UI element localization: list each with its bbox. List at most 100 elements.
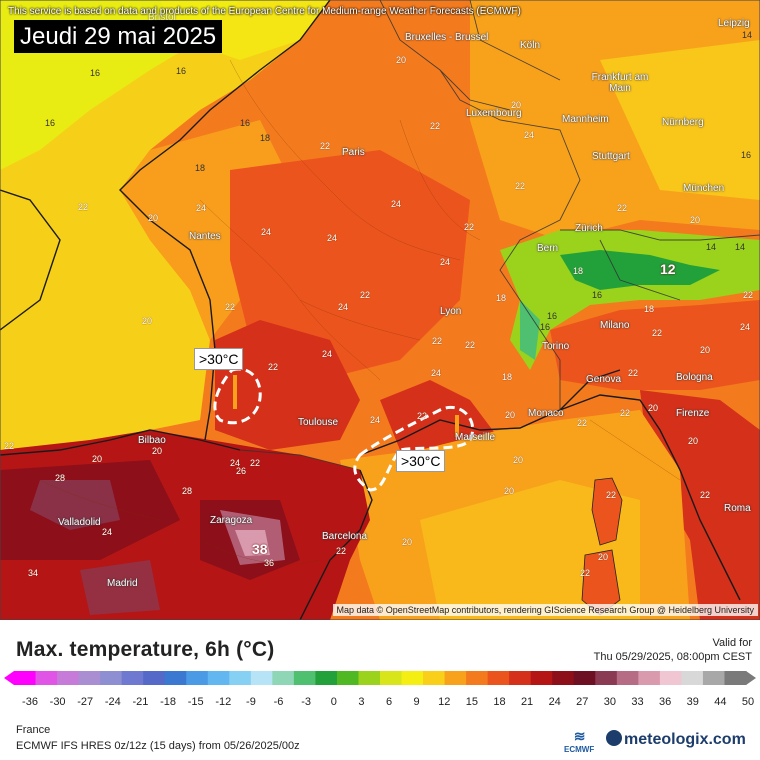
legend-title: Max. temperature, 6h (°C)	[16, 638, 275, 661]
city-label: Bruxelles - Brussel	[405, 32, 489, 43]
temp-value: 14	[735, 242, 746, 252]
colorbar-swatch	[121, 671, 144, 685]
temp-value: 24	[391, 199, 402, 209]
colorbar-tick-label: 36	[659, 696, 672, 708]
colorbar-tick-label: 9	[413, 696, 420, 708]
colorbar-tick-label: -27	[77, 696, 94, 708]
temp-value: 20	[688, 436, 699, 446]
colorbar-tick-label: -12	[215, 696, 232, 708]
map-attribution: Map data © OpenStreetMap contributors, r…	[332, 604, 758, 616]
temp-value: 24	[440, 257, 451, 267]
forecast-date: Jeudi 29 mai 2025	[14, 20, 223, 53]
city-label: Köln	[520, 40, 541, 51]
city-label: Paris	[342, 147, 365, 158]
colorbar-swatch	[444, 671, 467, 685]
colorbar-tick-label: -24	[104, 696, 121, 708]
temp-value: 22	[360, 290, 371, 300]
temp-value: 20	[142, 316, 153, 326]
colorbar-swatch	[573, 671, 596, 685]
city-label: Stuttgart	[592, 151, 630, 162]
colorbar-tick-label: -18	[160, 696, 177, 708]
temp-value: 22	[417, 411, 428, 421]
temp-value: 18	[195, 163, 206, 173]
colorbar-tick-label: -36	[22, 696, 38, 708]
colorbar-swatch	[638, 671, 661, 685]
colorbar-tick-label: 18	[493, 696, 506, 708]
colorbar-tick-label: 33	[631, 696, 644, 708]
colorbar-tick-label: 30	[603, 696, 617, 708]
temp-value: 22	[577, 418, 588, 428]
city-label: Madrid	[107, 578, 138, 589]
temp-value: 16	[45, 118, 56, 128]
temp-value: 20	[92, 454, 103, 464]
colorbar-tick-label: 39	[686, 696, 699, 708]
temp-value: 24	[338, 302, 349, 312]
colorbar-swatch	[702, 671, 725, 685]
legend-panel: Max. temperature, 6h (°C) Valid for Thu …	[0, 620, 760, 760]
colorbar-swatch	[78, 671, 101, 685]
colorbar-swatch	[143, 671, 166, 685]
temp-value: 22	[430, 121, 441, 131]
temp-value: 22	[617, 203, 628, 213]
colorbar-tick-label: 15	[465, 696, 478, 708]
temp-value: 22	[78, 202, 89, 212]
temp-value: 20	[504, 486, 515, 496]
colorbar-tick-label: -15	[187, 696, 204, 708]
valid-datetime: Thu 05/29/2025, 08:00pm CEST	[593, 651, 752, 663]
temp-value: 22	[464, 222, 475, 232]
colorbar-swatch	[423, 671, 446, 685]
temp-value: 12	[660, 261, 676, 277]
temp-value: 22	[432, 336, 443, 346]
colorbar-max-arrow	[746, 671, 756, 685]
colorbar-swatch	[293, 671, 316, 685]
temp-value: 22	[652, 328, 663, 338]
ecmwf-service-notice: This service is based on data and produc…	[8, 6, 521, 17]
temp-value: 18	[496, 293, 507, 303]
city-label: Zaragoza	[210, 515, 253, 526]
city-label: Torino	[542, 341, 570, 352]
city-label: Bilbao	[138, 435, 166, 446]
colorbar-swatch	[401, 671, 424, 685]
colorbar-swatch	[358, 671, 381, 685]
colorbar-swatch	[315, 671, 338, 685]
temp-value: 28	[55, 473, 66, 483]
temp-value: 24	[230, 458, 241, 468]
city-label: Valladolid	[58, 517, 101, 528]
max-temp-value: 38	[252, 541, 268, 557]
temp-value: 22	[580, 568, 591, 578]
colorbar-tick-label: -21	[132, 696, 149, 708]
colorbar-tick-label: -6	[273, 696, 284, 708]
temp-value: 22	[515, 181, 526, 191]
colorbar-swatch	[595, 671, 618, 685]
callout-sw-france: >30°C	[194, 348, 244, 370]
temp-value: 14	[742, 30, 753, 40]
colorbar-tick-label: 50	[741, 696, 755, 708]
temp-value: 22	[700, 490, 711, 500]
city-label: Lyon	[440, 306, 462, 317]
city-label: Barcelona	[322, 531, 368, 542]
colorbar-swatch	[552, 671, 575, 685]
temp-value: 18	[644, 304, 655, 314]
temp-value: 16	[240, 118, 251, 128]
temperature-map[interactable]: This service is based on data and produc…	[0, 0, 760, 620]
colorbar-tick-label: 12	[438, 696, 451, 708]
color-scale-bar	[4, 671, 756, 685]
temp-value: 20	[511, 100, 522, 110]
temp-value: 20	[396, 55, 407, 65]
colorbar-swatch	[530, 671, 553, 685]
temp-value: 22	[250, 458, 261, 468]
temp-value: 16	[90, 68, 101, 78]
map-canvas	[0, 0, 760, 620]
city-label: Nantes	[189, 231, 221, 242]
colorbar-swatch	[35, 671, 58, 685]
temp-value: 20	[690, 215, 701, 225]
colorbar-tick-label: 44	[714, 696, 727, 708]
colorbar-swatch	[186, 671, 209, 685]
colorbar-tick-label: 27	[576, 696, 589, 708]
meteologix-logo[interactable]: meteologix.com	[606, 730, 746, 749]
temp-value: 18	[573, 266, 584, 276]
colorbar-swatch	[380, 671, 403, 685]
colorbar-tick-label: 24	[548, 696, 561, 708]
colorbar-swatch	[229, 671, 252, 685]
city-label: Firenze	[676, 408, 710, 419]
